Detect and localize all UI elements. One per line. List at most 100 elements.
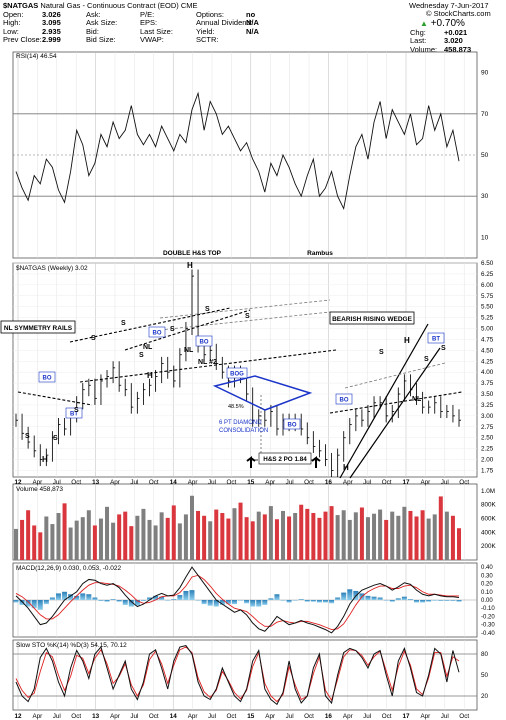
macd-tick-label: 0.00 <box>481 598 493 604</box>
macd-histogram-bar <box>238 600 244 601</box>
wedge-line-upper <box>349 347 441 479</box>
quote-column-5: Chg: +0.021 Last: 3.020 Volume: 458,873 <box>410 28 472 54</box>
annotation-s: S <box>170 326 175 333</box>
annotation-double-hs-top: DOUBLE H&S TOP <box>163 250 222 257</box>
volume-tick-label: 1.0M <box>481 488 495 495</box>
x-tick-label: 14 <box>170 479 178 486</box>
macd-tick-label: -0.10 <box>481 606 495 612</box>
volume-bar <box>80 517 85 560</box>
macd-histogram-bar <box>298 599 304 600</box>
x-tick-label-bottom: Apr <box>110 713 120 720</box>
macd-histogram-bar <box>98 600 104 601</box>
quote-row: Ask Size: <box>86 18 118 28</box>
x-tick-label-bottom: 16 <box>325 713 333 720</box>
wedge-line-lower <box>339 323 429 479</box>
macd-histogram-bar <box>80 593 86 600</box>
price-tick-label: 2.50 <box>481 435 494 442</box>
macd-tick-label: -0.40 <box>481 631 495 637</box>
macd-histogram-bar <box>444 600 450 601</box>
annotation-diamond-2: CONSOLIDATION <box>219 428 268 434</box>
macd-histogram-bar <box>377 597 383 600</box>
quote-row: Bid Size: <box>86 35 116 45</box>
x-tick-label-bottom: Oct <box>71 713 81 720</box>
volume-bar <box>420 510 425 560</box>
x-tick-label-bottom: Jul <box>208 713 216 720</box>
macd-histogram-bar <box>262 600 268 605</box>
volume-bar <box>86 510 91 560</box>
brand: © StockCharts.com <box>426 9 491 18</box>
x-tick-label: Apr <box>32 479 42 486</box>
macd-histogram-bar <box>74 595 80 600</box>
macd-histogram-bar <box>395 598 401 600</box>
volume-bar <box>74 520 79 560</box>
x-tick-label: 12 <box>14 479 22 486</box>
annotation-bo: BO <box>340 398 349 404</box>
volume-bar <box>250 521 255 560</box>
annotation-nl: NL <box>184 347 194 354</box>
panel-label-rsi: RSI(14) 46.54 <box>16 53 57 60</box>
volume-bar <box>20 519 25 560</box>
macd-histogram-bar <box>329 600 335 604</box>
trendline-nl-rail-upper <box>69 307 231 343</box>
x-tick-label: Oct <box>149 479 159 486</box>
macd-histogram-bar <box>86 594 92 600</box>
quote-row: Volume: 458,873 <box>410 44 472 54</box>
macd-tick-label: -0.20 <box>481 614 495 620</box>
x-tick-label: Jul <box>53 479 61 486</box>
volume-bar <box>183 514 188 560</box>
annotation-bo: BO <box>43 376 52 382</box>
volume-tick-label: 200K <box>481 543 497 550</box>
annotation-diamond-1: 6 PT DIAMOND <box>219 420 262 426</box>
annotation-pct: 48.5% <box>228 404 244 410</box>
trendline-neckline-2 <box>124 309 251 351</box>
volume-bar <box>38 532 43 560</box>
volume-bar <box>444 511 449 560</box>
macd-histogram-bar <box>347 589 353 600</box>
macd-histogram-bar <box>231 600 237 605</box>
annotation-rambus: Rambus <box>307 250 333 257</box>
volume-bar <box>123 511 128 560</box>
volume-bar <box>129 526 134 560</box>
trendline-left-neckline <box>17 391 93 406</box>
price-tick-label: 2.75 <box>481 424 494 431</box>
volume-bar <box>208 521 213 560</box>
x-tick-label-bottom: Oct <box>149 713 159 720</box>
price-tick-label: 4.75 <box>481 336 494 343</box>
annotation-h: H <box>404 336 410 345</box>
macd-histogram-bar <box>389 600 395 602</box>
x-tick-label-bottom: Apr <box>188 713 198 720</box>
volume-bar <box>293 513 298 560</box>
macd-histogram-bar <box>43 600 49 605</box>
x-tick-label-bottom: Oct <box>382 713 392 720</box>
sto-tick-label: 50 <box>481 672 489 679</box>
volume-bar <box>147 519 152 560</box>
price-tick-label: 4.00 <box>481 369 494 376</box>
macd-histogram-bar <box>110 599 116 600</box>
macd-histogram-bar <box>116 600 122 602</box>
quote-row: Last Size: <box>140 26 173 36</box>
sto-tick-label: 80 <box>481 651 489 658</box>
macd-histogram-bar <box>189 590 195 600</box>
volume-bar <box>311 513 316 560</box>
x-tick-label-bottom: Apr <box>265 713 275 720</box>
volume-bar <box>32 525 37 560</box>
x-tick-label: 13 <box>92 479 100 486</box>
rsi-tick-label: 30 <box>481 193 489 200</box>
symbol-line: $NATGAS Natural Gas - Continuous Contrac… <box>3 1 198 10</box>
volume-bar <box>220 513 225 560</box>
macd-histogram-bar <box>432 600 438 601</box>
annotation-bo: BO <box>153 331 162 337</box>
volume-bar <box>111 522 116 560</box>
up-arrow-icon: ▲ <box>420 19 428 28</box>
annotation-bt: BT <box>432 337 440 343</box>
quote-row: Chg: +0.021 <box>410 28 468 37</box>
annotation-h: H <box>343 463 349 472</box>
volume-bar <box>396 515 401 560</box>
annotation-bog: BOG <box>230 372 244 378</box>
quote-row: High: 3.095 <box>3 18 61 28</box>
volume-bar <box>98 518 103 560</box>
sto-tick-label: 20 <box>481 693 489 700</box>
quote-row: Options: no <box>196 10 256 19</box>
annotation-bo: BO <box>200 340 209 346</box>
macd-histogram-bar <box>13 600 19 603</box>
